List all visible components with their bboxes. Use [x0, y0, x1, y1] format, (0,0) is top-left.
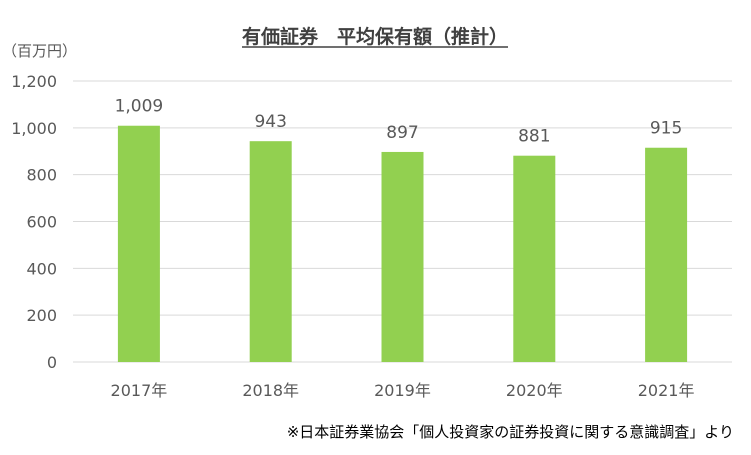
- y-tick-label: 800: [26, 166, 57, 185]
- data-label: 1,009: [115, 97, 164, 117]
- bar: [513, 155, 556, 362]
- data-label: 881: [518, 127, 550, 147]
- data-label: 897: [386, 123, 418, 143]
- bar: [381, 151, 424, 362]
- y-tick-label: 0: [47, 353, 57, 372]
- x-category-label: 2018年: [242, 381, 299, 400]
- x-category-label: 2021年: [638, 381, 695, 400]
- data-labels: 1,009 943 897 881 915: [115, 97, 683, 147]
- x-category-label: 2020年: [506, 381, 563, 400]
- bars: [117, 125, 688, 362]
- y-axis-unit-label: （百万円）: [2, 42, 77, 60]
- y-tick-label: 200: [26, 306, 57, 325]
- y-tick-label: 600: [26, 213, 57, 232]
- bar: [117, 125, 160, 362]
- chart-title: 有価証券 平均保有額（推計）: [242, 25, 508, 48]
- y-axis-tick-labels: 0 200 400 600 800 1,000 1,200: [11, 72, 57, 372]
- y-tick-label: 1,200: [11, 72, 57, 91]
- bar: [249, 141, 292, 362]
- y-tick-label: 1,000: [11, 119, 57, 138]
- x-axis-category-labels: 2017年 2018年 2019年 2020年 2021年: [111, 381, 695, 400]
- source-note: ※日本証券業協会「個人投資家の証券投資に関する意識調査」より: [287, 423, 734, 441]
- data-label: 915: [650, 119, 682, 139]
- data-label: 943: [254, 112, 286, 132]
- x-category-label: 2019年: [374, 381, 431, 400]
- x-category-label: 2017年: [111, 381, 168, 400]
- y-tick-label: 400: [26, 259, 57, 278]
- bar: [645, 147, 688, 362]
